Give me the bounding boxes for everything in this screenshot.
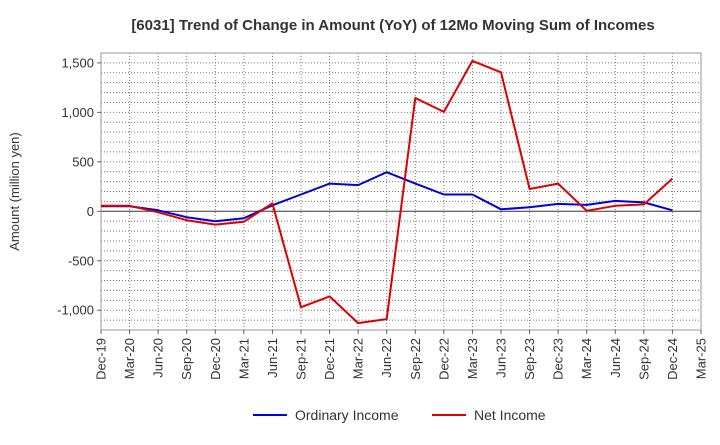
plot-area	[100, 52, 702, 331]
x-tick-label: Mar-20	[122, 338, 137, 379]
x-tick-label: Jun-22	[379, 338, 394, 378]
legend-label: Net Income	[474, 407, 546, 423]
x-tick-label: Sep-21	[294, 338, 309, 380]
x-tick-label: Dec-20	[208, 338, 223, 380]
legend: Ordinary Income Net Income	[253, 407, 546, 423]
x-tick-label: Jun-20	[151, 338, 166, 378]
x-tick-label: Jun-21	[265, 338, 280, 378]
x-tick-label: Sep-23	[522, 338, 537, 380]
x-tick-label: Dec-23	[551, 338, 566, 380]
y-tick-label: 1,000	[61, 105, 94, 120]
y-axis-ticks: 1,500 1,000 500 0 -500 -1,000	[57, 55, 101, 318]
x-axis-ticks: Dec-19 Mar-20 Jun-20 Sep-20 Dec-20 Mar-21 Jun-…	[94, 330, 709, 380]
x-tick-label: Jun-24	[608, 338, 623, 378]
x-tick-label: Dec-24	[665, 338, 680, 380]
x-tick-label: Mar-23	[465, 338, 480, 379]
x-tick-label: Dec-19	[94, 338, 109, 380]
y-tick-label: -1,000	[57, 303, 94, 318]
y-tick-label: 0	[87, 204, 94, 219]
x-tick-label: Mar-21	[236, 338, 251, 379]
x-tick-label: Mar-25	[694, 338, 709, 379]
y-tick-label: 1,500	[61, 55, 94, 70]
x-tick-label: Mar-22	[351, 338, 366, 379]
grid-lines	[101, 53, 701, 330]
y-tick-label: -500	[68, 253, 94, 268]
x-tick-label: Sep-20	[179, 338, 194, 380]
legend-label: Ordinary Income	[295, 407, 399, 423]
series-lines	[101, 59, 674, 325]
y-axis-label: Amount (million yen)	[7, 132, 22, 251]
x-tick-label: Dec-21	[322, 338, 337, 380]
x-tick-label: Dec-22	[436, 338, 451, 380]
y-tick-label: 500	[72, 154, 94, 169]
x-tick-label: Jun-23	[494, 338, 509, 378]
series-line-net-income	[101, 59, 674, 325]
series-line-ordinary-income	[101, 171, 673, 223]
chart-title: [6031] Trend of Change in Amount (YoY) o…	[131, 17, 654, 34]
x-tick-label: Mar-24	[579, 338, 594, 379]
x-tick-label: Sep-24	[636, 338, 651, 380]
x-tick-label: Sep-22	[408, 338, 423, 380]
